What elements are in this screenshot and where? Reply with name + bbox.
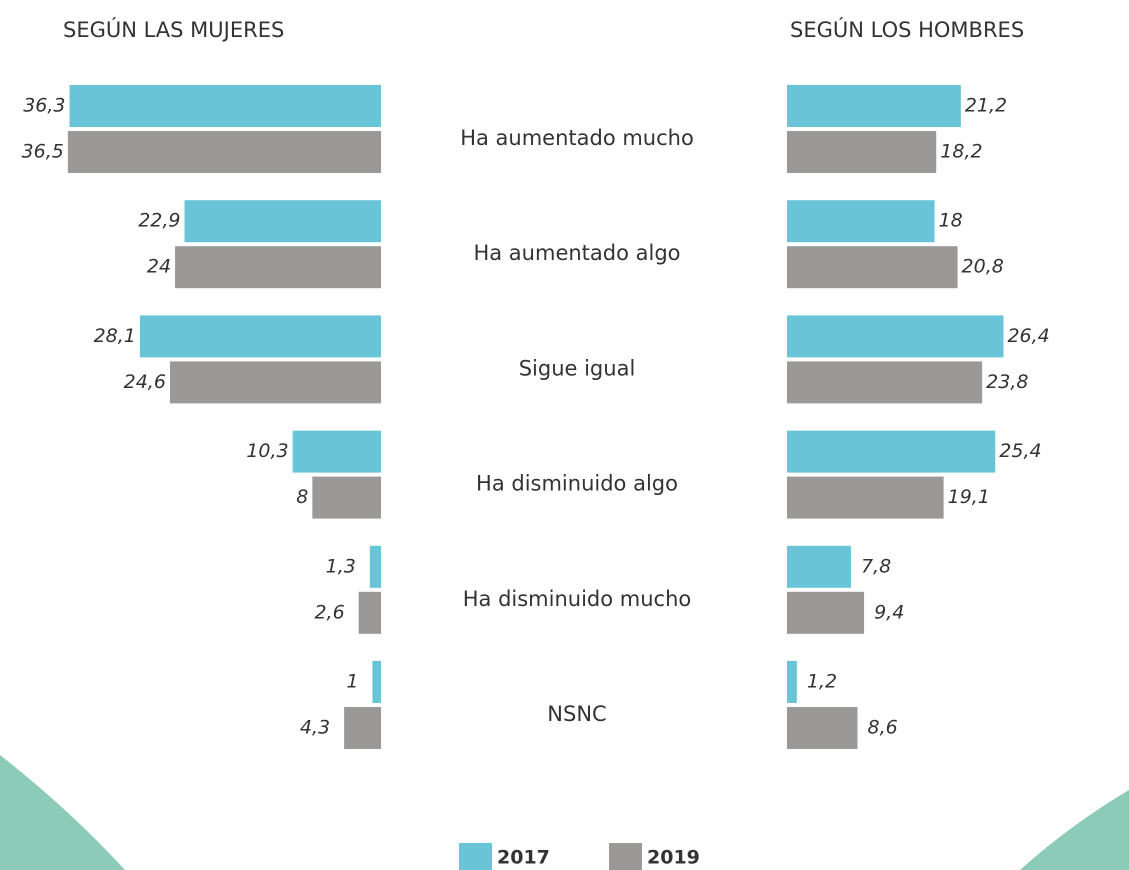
value-label: 7,8 [861,555,891,577]
value-label: 1 [346,671,358,693]
value-label: 2,6 [314,601,344,623]
bar [787,246,958,289]
bar [787,661,797,703]
bar [139,315,381,358]
bar [369,545,381,588]
legend-swatch [609,843,642,870]
value-label: 4,3 [300,717,330,739]
panel-title: SEGÚN LOS HOMBRES [790,17,1024,42]
bar [344,707,381,749]
bar [169,361,381,404]
category-label: Ha disminuido algo [476,472,678,496]
bar [358,591,381,634]
bar [184,200,381,243]
bar [787,476,944,519]
category-label: Ha disminuido mucho [463,587,692,611]
value-label: 21,2 [965,95,1007,117]
category-label: NSNC [547,702,606,726]
value-label: 19,1 [948,486,990,508]
bar [372,661,381,703]
value-label: 26,4 [1007,325,1049,347]
bar [787,131,937,173]
decoration [0,755,125,870]
bar [67,131,381,173]
bar [787,430,996,473]
panel-title: SEGÚN LAS MUJERES [63,17,284,42]
value-label: 24 [147,256,171,278]
value-label: 18,2 [940,141,982,163]
legend-swatch [459,843,492,870]
value-label: 1,2 [807,671,837,693]
value-label: 8,6 [868,717,898,739]
category-label: Sigue igual [519,356,636,380]
legend-label: 2019 [647,847,700,869]
bar [787,591,865,634]
value-label: 1,3 [326,555,356,577]
value-label: 20,8 [962,256,1004,278]
decoration [1020,790,1129,870]
bar [787,315,1004,358]
value-label: 25,4 [999,440,1041,462]
bar [787,200,935,243]
value-label: 23,8 [986,371,1028,393]
value-label: 22,9 [138,210,180,232]
category-label: Ha aumentado mucho [460,126,694,150]
bar [312,476,381,519]
bar [787,85,961,127]
value-label: 28,1 [94,325,136,347]
value-label: 10,3 [246,440,288,462]
value-label: 24,6 [124,371,166,393]
bar [787,361,983,404]
bar [292,430,381,473]
value-label: 36,3 [23,95,65,117]
legend-label: 2017 [497,847,550,869]
value-label: 36,5 [22,141,64,163]
category-label: Ha aumentado algo [473,241,680,265]
value-label: 18 [939,210,963,232]
bar [787,707,858,749]
bar [69,85,382,127]
value-label: 9,4 [874,601,904,623]
value-label: 8 [296,486,308,508]
bar [175,246,381,289]
bar [787,545,851,588]
